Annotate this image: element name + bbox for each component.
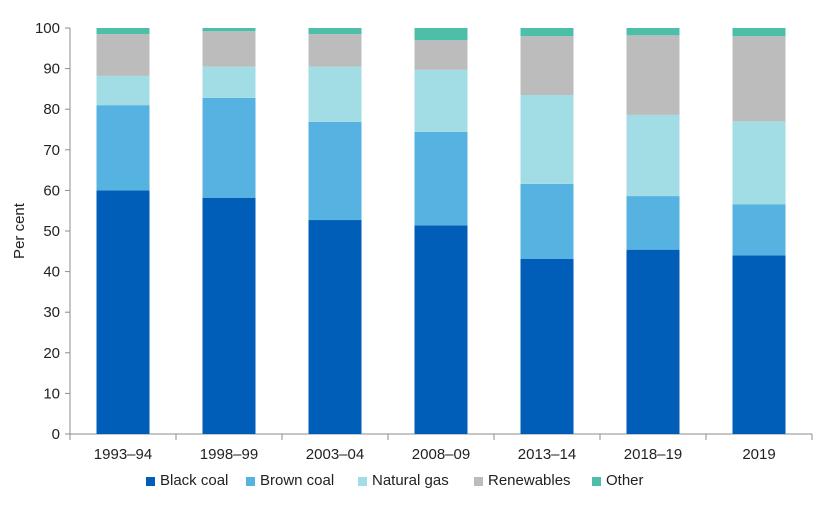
bar-segment-brown-coal-2003-04 [308,121,362,221]
y-tick-label: 0 [52,426,60,443]
bar-segment-natural-gas-1993-94 [96,75,150,106]
bar-segment-brown-coal-2013-14 [520,183,574,260]
bar-segment-brown-coal-1993-94 [96,105,150,191]
y-tick-label: 70 [43,142,60,159]
y-axis: 0 10 20 30 40 50 60 70 80 90 100 [35,20,71,443]
bar-segment-brown-coal-2018-19 [626,196,680,250]
bar-segment-other-2003-04 [308,28,362,35]
bar-segment-black-coal-1993-94 [96,190,150,434]
x-tick-label: 1993–94 [94,446,152,463]
y-tick-label: 20 [43,345,60,362]
x-tick-label: 2019 [742,446,775,463]
bar-segment-natural-gas-1998-99 [202,66,256,98]
bar-segment-natural-gas-2008-09 [414,69,468,132]
bar-segment-black-coal-2019 [732,255,786,434]
legend-label-natural-gas: Natural gas [372,472,449,489]
y-tick-label: 50 [43,223,60,240]
y-tick-label: 30 [43,304,60,321]
bar-segment-renewables-2003-04 [308,34,362,67]
bar-segment-black-coal-2013-14 [520,259,574,434]
bar-segment-natural-gas-2013-14 [520,94,574,184]
bar-segment-brown-coal-2019 [732,204,786,256]
bar-segment-natural-gas-2019 [732,121,786,205]
y-tick-label: 80 [43,101,60,118]
bar-segment-black-coal-2008-09 [414,225,468,434]
legend: Black coal Brown coal Natural gas Renewable… [146,472,644,489]
bar-segment-other-2008-09 [414,28,468,41]
bar-segment-renewables-2008-09 [414,40,468,70]
legend-label-renewables: Renewables [488,472,571,489]
bar-segment-renewables-2013-14 [520,36,574,95]
bar-segment-renewables-2019 [732,36,786,122]
y-tick-label: 100 [35,20,60,37]
legend-label-brown-coal: Brown coal [260,472,334,489]
y-tick-label: 90 [43,61,60,78]
bar-segment-natural-gas-2018-19 [626,114,680,197]
bar-segment-natural-gas-2003-04 [308,66,362,122]
bar-segment-renewables-1998-99 [202,31,256,67]
x-tick-label: 2003–04 [306,446,364,463]
bar-segment-renewables-1993-94 [96,34,150,76]
legend-swatch-brown-coal [246,477,255,486]
bar-segment-black-coal-2003-04 [308,220,362,434]
x-axis: 1993–94 1998–99 2003–04 2008–09 2013–14 2018–… [69,433,813,463]
bars [96,28,786,434]
bar-segment-black-coal-1998-99 [202,197,256,434]
bar-segment-other-2013-14 [520,28,574,37]
y-tick-label: 10 [43,385,60,402]
legend-label-black-coal: Black coal [160,472,228,489]
legend-swatch-other [592,477,601,486]
legend-label-other: Other [606,472,644,489]
bar-segment-brown-coal-1998-99 [202,97,256,198]
x-tick-label: 2008–09 [412,446,470,463]
y-tick-label: 40 [43,264,60,281]
legend-swatch-natural-gas [358,477,367,486]
legend-swatch-renewables [474,477,483,486]
bar-segment-other-2018-19 [626,28,680,36]
x-tick-label: 2013–14 [518,446,576,463]
bar-segment-renewables-2018-19 [626,35,680,115]
x-tick-label: 2018–19 [624,446,682,463]
legend-swatch-black-coal [146,477,155,486]
bar-segment-other-1998-99 [202,28,256,32]
bar-segment-other-1993-94 [96,28,150,35]
y-axis-title: Per cent [11,202,28,259]
x-tick-label: 1998–99 [200,446,258,463]
y-tick-label: 60 [43,182,60,199]
bar-segment-black-coal-2018-19 [626,249,680,434]
bar-segment-brown-coal-2008-09 [414,131,468,226]
bar-segment-other-2019 [732,28,786,37]
